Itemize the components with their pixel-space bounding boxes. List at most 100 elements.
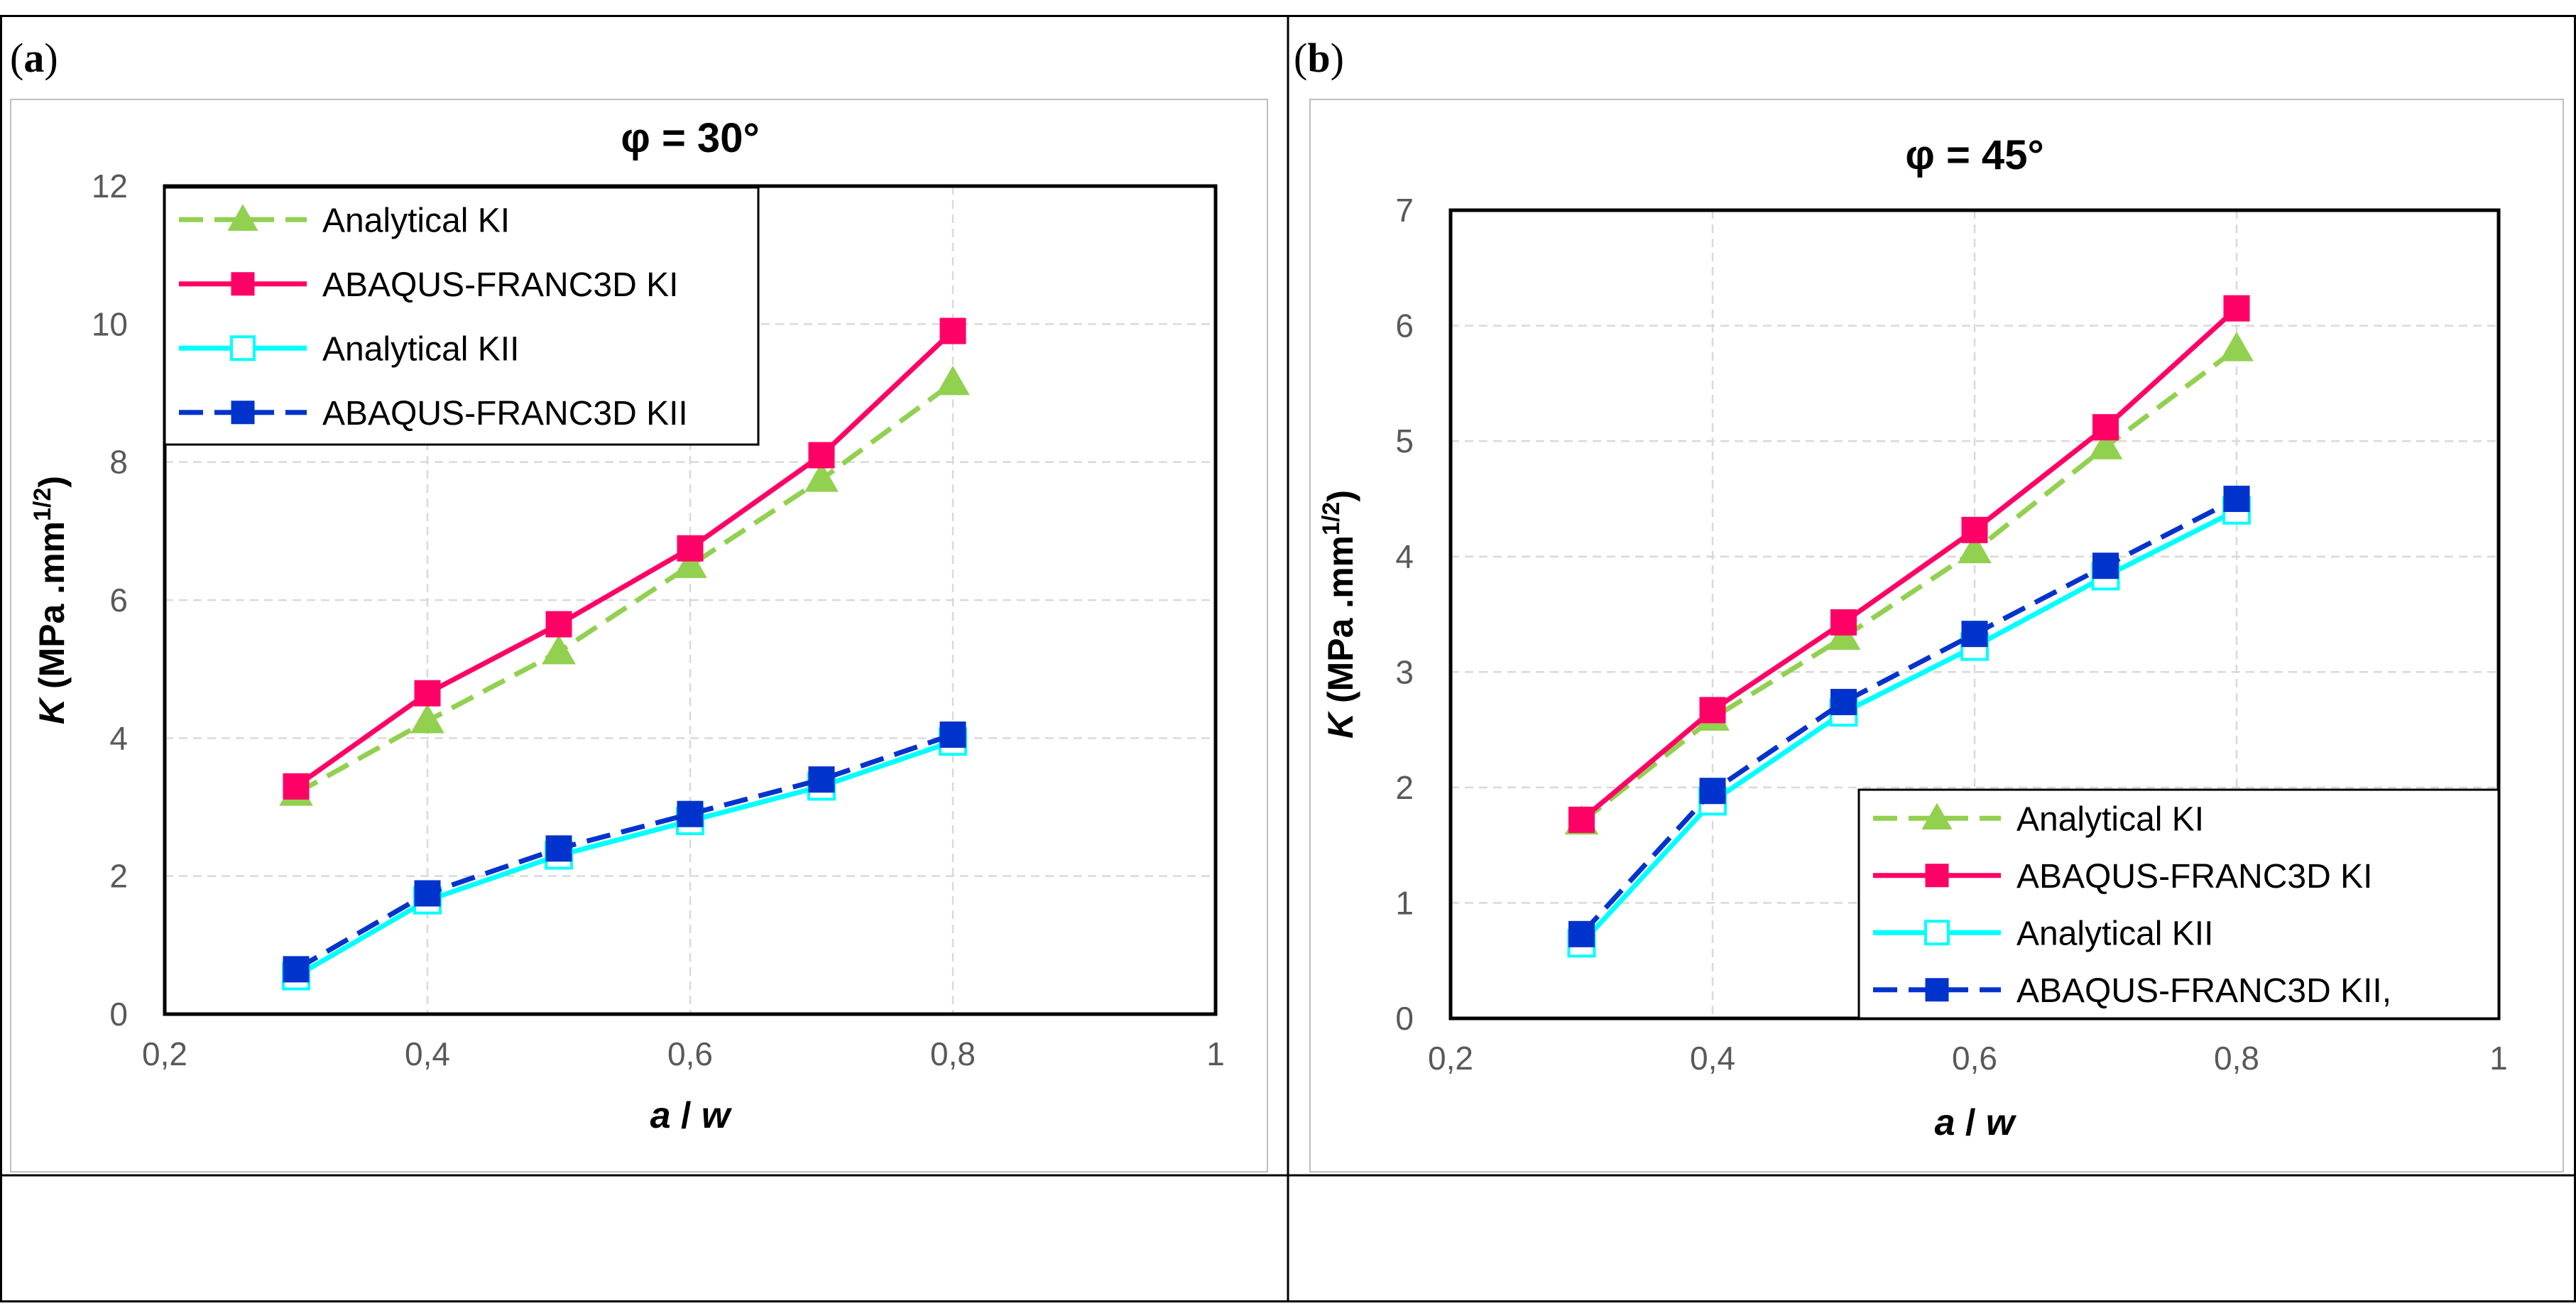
- x-tick-label: 0,4: [405, 1035, 450, 1072]
- data-point: [677, 535, 704, 562]
- x-tick-label: 0,6: [1952, 1040, 1997, 1077]
- legend-entry-2: ABAQUS-FRANC3D KI: [179, 266, 678, 304]
- legend-entry-1: Analytical KI: [1873, 800, 2204, 838]
- legend-label: Analytical KI: [2016, 800, 2204, 838]
- legend-label: ABAQUS-FRANC3D KII,: [2016, 972, 2391, 1010]
- data-point: [939, 721, 966, 748]
- data-point: [542, 634, 576, 665]
- data-point: [808, 442, 835, 469]
- data-point: [414, 680, 441, 707]
- legend-label: ABAQUS-FRANC3D KI: [322, 266, 678, 304]
- x-tick-label: 0,2: [1428, 1040, 1473, 1077]
- data-point: [283, 956, 310, 983]
- data-point: [2223, 485, 2250, 512]
- series-line: [1579, 496, 2238, 936]
- data-point: [1961, 516, 1988, 543]
- legend: Analytical KI ABAQUS-FRANC3D KI Analytical…: [1857, 788, 2500, 1020]
- y-axis-label-part: 1/2: [1318, 502, 1345, 535]
- y-tick-label: 7: [1395, 192, 1414, 229]
- y-tick-label: 2: [109, 858, 128, 895]
- series-2: [283, 317, 966, 800]
- x-axis-label-part: a: [1935, 1102, 1955, 1143]
- x-axis-label-part: /: [1955, 1102, 1986, 1143]
- data-point: [936, 365, 970, 396]
- legend-entry-4: ABAQUS-FRANC3D KII,: [1873, 972, 2391, 1010]
- panel-label-b: (b): [1294, 35, 1344, 81]
- x-tick-label: 0,8: [930, 1035, 976, 1072]
- y-tick-label: 4: [109, 719, 128, 756]
- series-line: [1580, 347, 2239, 825]
- y-tick-label: 3: [1395, 653, 1414, 690]
- data-point: [1830, 609, 1857, 636]
- series-2: [1568, 295, 2250, 833]
- data-point: [1961, 621, 1988, 648]
- legend-label: Analytical KII: [2016, 915, 2213, 952]
- y-axis-label-part: ): [1321, 490, 1360, 502]
- x-tick-label: 0,6: [667, 1035, 713, 1072]
- x-tick-label: 1: [1206, 1035, 1225, 1072]
- series-4: [283, 721, 966, 983]
- legend-label: Analytical KI: [322, 202, 510, 239]
- x-axis-label-part: /: [671, 1095, 702, 1136]
- panel-label-a: (a): [10, 35, 58, 81]
- legend-box: [1857, 788, 2500, 1020]
- y-axis-label-part: (MPa .mm: [32, 521, 72, 699]
- data-point: [2220, 332, 2254, 361]
- legend-entry-3: Analytical KII: [1873, 915, 2213, 952]
- y-axis-label: K (MPa .mm1/2): [1318, 490, 1360, 739]
- x-axis-label-part: a: [650, 1095, 671, 1136]
- y-axis-label: K (MPa .mm1/2): [29, 476, 72, 724]
- y-axis-label-part: K: [32, 696, 72, 724]
- series-1: [279, 365, 970, 806]
- x-axis-label-part: w: [1986, 1102, 2017, 1143]
- chart-b: 0,2 0,4 0,6 0,8 1 0 1 2 3 4 5 6 7 φ = 45° a / w K (MPa …: [1309, 99, 2564, 1172]
- y-axis-label-part: (MPa .mm: [1321, 535, 1360, 713]
- legend-swatch-marker: [230, 335, 256, 361]
- x-tick-label: 0,8: [2214, 1040, 2259, 1077]
- data-point: [410, 704, 444, 734]
- data-point: [939, 317, 966, 344]
- y-tick-label: 6: [1395, 308, 1414, 344]
- legend-entry-1: Analytical KI: [179, 202, 510, 239]
- legend-label: ABAQUS-FRANC3D KII: [322, 395, 688, 432]
- legend-box: [163, 186, 760, 446]
- legend-entry-3: Analytical KII: [179, 330, 519, 368]
- legend-entry-4: ABAQUS-FRANC3D KII: [179, 395, 688, 432]
- y-tick-label: 1: [1395, 884, 1414, 921]
- x-axis-label-part: w: [702, 1095, 733, 1136]
- y-tick-label: 4: [1395, 538, 1414, 575]
- data-point: [1958, 533, 1992, 564]
- y-axis-label-part: K: [1321, 710, 1360, 739]
- x-axis-label: a / w: [650, 1095, 733, 1136]
- legend-swatch-marker: [1925, 978, 1949, 1002]
- y-tick-label: 8: [109, 444, 128, 481]
- y-tick-label: 0: [109, 996, 128, 1033]
- data-point: [2092, 553, 2119, 579]
- y-axis-label-part: 1/2: [29, 488, 56, 521]
- data-point: [1699, 778, 1726, 805]
- data-point: [804, 462, 839, 492]
- legend-label: Analytical KII: [322, 330, 519, 368]
- data-point: [677, 800, 704, 827]
- chart-title: φ = 30°: [621, 115, 759, 161]
- data-point: [1830, 689, 1857, 716]
- series-line: [295, 739, 954, 979]
- data-point: [545, 835, 572, 862]
- data-point: [1699, 697, 1726, 724]
- data-point: [1568, 920, 1595, 947]
- data-point: [414, 880, 441, 907]
- data-point: [2088, 430, 2123, 459]
- x-tick-label: 1: [2489, 1040, 2508, 1077]
- data-point: [808, 766, 835, 793]
- y-tick-label: 10: [92, 305, 128, 342]
- series-line: [1579, 508, 2238, 945]
- data-point: [673, 548, 707, 578]
- series-line: [294, 329, 955, 789]
- series-line: [295, 381, 955, 796]
- legend: Analytical KI ABAQUS-FRANC3D KI Analytical…: [163, 186, 760, 446]
- legend-swatch-marker: [231, 272, 255, 296]
- legend-label: ABAQUS-FRANC3D KI: [2016, 858, 2372, 896]
